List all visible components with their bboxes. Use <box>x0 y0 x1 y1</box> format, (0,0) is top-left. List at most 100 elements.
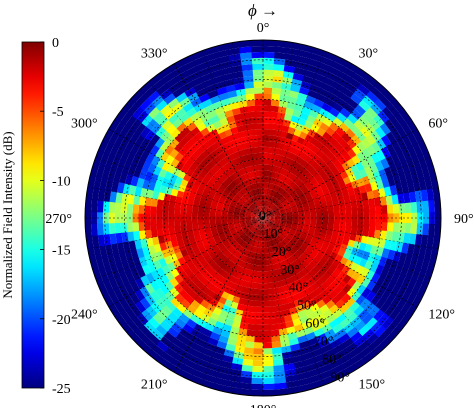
heatmap-cell <box>284 258 292 266</box>
heatmap-cell <box>417 139 429 155</box>
heatmap-cell <box>328 66 343 78</box>
heatmap-cell <box>239 212 246 215</box>
heatmap-cell <box>415 256 425 271</box>
heatmap-cell <box>354 234 363 244</box>
heatmap-cell <box>292 72 305 82</box>
heatmap-cell <box>171 102 184 114</box>
heatmap-cell <box>176 237 184 246</box>
heatmap-cell <box>297 172 305 180</box>
heatmap-cell <box>307 184 315 192</box>
heatmap-cell <box>238 231 245 237</box>
heatmap-cell <box>358 99 371 113</box>
heatmap-cell <box>121 161 132 174</box>
heatmap-cell <box>351 134 362 146</box>
heatmap-cell <box>251 135 259 142</box>
heatmap-cell <box>269 183 274 190</box>
heatmap-cell <box>323 77 337 88</box>
heatmap-cell <box>251 218 258 220</box>
heatmap-cell <box>379 266 390 279</box>
heatmap-cell <box>147 261 157 273</box>
heatmap-cell <box>355 130 367 142</box>
heatmap-cell <box>154 286 165 299</box>
heatmap-cell <box>361 148 372 160</box>
heatmap-cell <box>328 338 342 350</box>
heatmap-cell <box>305 95 317 105</box>
heatmap-cell <box>270 111 279 119</box>
heatmap-cell <box>254 221 259 227</box>
heatmap-cell <box>217 260 225 268</box>
heatmap-cell <box>350 352 365 365</box>
heatmap-cell <box>295 241 303 248</box>
heatmap-cell <box>270 99 281 107</box>
heatmap-cell <box>358 168 368 179</box>
heatmap-cell <box>232 232 239 238</box>
heatmap-cell <box>181 81 195 93</box>
heatmap-cell <box>320 323 333 334</box>
heatmap-cell <box>390 98 405 114</box>
heatmap-cell <box>211 326 223 336</box>
heatmap-cell <box>317 338 330 349</box>
heatmap-cell <box>274 230 280 237</box>
heatmap-cell <box>288 307 298 316</box>
heatmap-cell <box>296 55 310 65</box>
heatmap-cell <box>260 200 263 207</box>
heatmap-cell <box>266 200 270 207</box>
heatmap-cell <box>291 245 299 253</box>
heatmap-cell <box>135 145 146 159</box>
heatmap-cell <box>360 192 369 202</box>
heatmap-cell <box>301 160 310 169</box>
heatmap-cell <box>262 277 268 284</box>
heatmap-cell <box>253 276 259 284</box>
heatmap-cell <box>420 189 429 203</box>
heatmap-cell <box>211 173 220 182</box>
heatmap-cell <box>272 147 279 155</box>
heatmap-cell <box>395 183 404 196</box>
heatmap-cell <box>152 259 162 271</box>
heatmap-cell <box>327 224 334 231</box>
heatmap-cell <box>316 93 328 104</box>
heatmap-cell <box>227 90 238 99</box>
heatmap-cell <box>220 66 234 76</box>
heatmap-cell <box>218 61 232 70</box>
heatmap-cell <box>227 220 234 225</box>
heatmap-cell <box>270 177 275 184</box>
heatmap-cell <box>228 237 235 244</box>
heatmap-cell <box>250 371 263 379</box>
heatmap-cell <box>262 330 272 337</box>
heatmap-cell <box>168 207 175 215</box>
heatmap-cell <box>259 229 262 236</box>
heatmap-cell <box>198 92 211 103</box>
heatmap-cell <box>139 195 147 206</box>
heatmap-cell <box>216 86 228 96</box>
heatmap-cell <box>266 208 272 214</box>
heatmap-cell <box>103 279 114 294</box>
heatmap-cell <box>253 152 260 160</box>
heatmap-cell <box>347 77 362 90</box>
heatmap-cell <box>372 309 385 323</box>
heatmap-cell <box>267 234 272 241</box>
heatmap-cell <box>254 201 259 208</box>
heatmap-cell <box>347 188 356 198</box>
heatmap-cell <box>280 345 292 354</box>
heatmap-cell <box>217 275 226 284</box>
heatmap-cell <box>217 334 229 344</box>
heatmap-cell <box>265 265 271 272</box>
heatmap-cell <box>252 240 257 247</box>
heatmap-cell <box>302 326 314 336</box>
heatmap-cell <box>262 306 270 313</box>
heatmap-cell <box>398 222 406 234</box>
heatmap-cell <box>142 336 157 350</box>
heatmap-cell <box>150 213 157 222</box>
heatmap-cell <box>277 180 283 187</box>
heatmap-cell <box>189 348 203 359</box>
heatmap-cell <box>356 274 366 286</box>
heatmap-cell <box>263 176 267 183</box>
heatmap-cell <box>113 169 123 183</box>
heatmap-cell <box>156 220 163 230</box>
heatmap-cell <box>120 111 133 126</box>
heatmap-cell <box>267 182 271 190</box>
heatmap-cell <box>390 271 401 284</box>
heatmap-cell <box>113 120 126 135</box>
heatmap-cell <box>209 331 221 341</box>
heatmap-cell <box>293 323 304 333</box>
